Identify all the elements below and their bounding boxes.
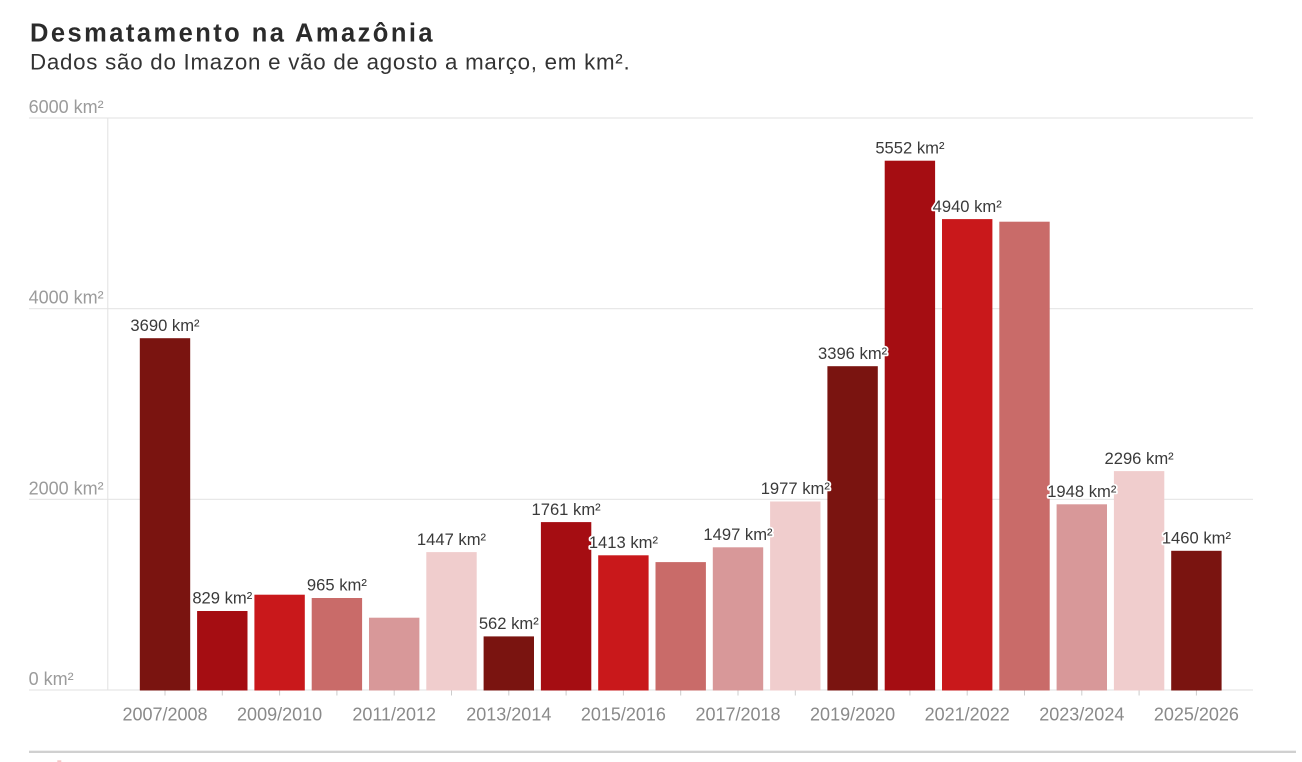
svg-text:1761 km²: 1761 km² [532,500,602,519]
svg-text:5552 km²: 5552 km² [875,138,945,157]
svg-text:2009/2010: 2009/2010 [237,704,322,724]
svg-text:2021/2022: 2021/2022 [925,704,1010,724]
svg-text:2017/2018: 2017/2018 [695,704,780,724]
svg-text:1497 km²: 1497 km² [703,525,773,544]
svg-text:2007/2008: 2007/2008 [122,704,207,724]
svg-text:1413 km²: 1413 km² [589,533,659,552]
svg-text:562 km²: 562 km² [479,614,539,633]
svg-text:2011/2012: 2011/2012 [352,704,436,724]
svg-text:2025/2026: 2025/2026 [1154,704,1239,724]
svg-text:2296 km²: 2296 km² [1105,449,1175,468]
svg-text:2023/2024: 2023/2024 [1039,704,1124,724]
svg-text:2015/2016: 2015/2016 [581,704,666,724]
svg-text:Dados são do Imazon e vão de a: Dados são do Imazon e vão de agosto a ma… [30,49,630,74]
svg-text:Desmatamento na Amazônia: Desmatamento na Amazônia [30,19,435,47]
svg-text:3396 km²: 3396 km² [818,344,888,363]
svg-text:3690 km²: 3690 km² [130,316,200,335]
svg-text:1977 km²: 1977 km² [761,479,831,498]
svg-text:4940 km²: 4940 km² [933,197,1003,216]
svg-text:2013/2014: 2013/2014 [466,704,551,724]
svg-text:0 km²: 0 km² [29,669,74,689]
svg-text:1460 km²: 1460 km² [1162,529,1232,548]
svg-text:1447 km²: 1447 km² [417,530,487,549]
svg-text:965 km²: 965 km² [307,576,367,595]
svg-text:2000 km²: 2000 km² [29,478,104,498]
svg-text:6000 km²: 6000 km² [29,97,104,117]
svg-text:2019/2020: 2019/2020 [810,704,895,724]
svg-text:829 km²: 829 km² [192,589,252,608]
svg-text:4000 km²: 4000 km² [29,288,104,308]
svg-text:1948 km²: 1948 km² [1047,482,1117,501]
